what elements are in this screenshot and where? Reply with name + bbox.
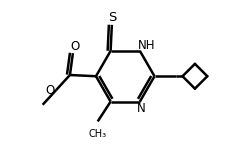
Text: NH: NH	[138, 39, 155, 52]
Text: N: N	[137, 102, 146, 115]
Text: O: O	[70, 40, 79, 54]
Text: S: S	[108, 11, 117, 24]
Text: O: O	[45, 84, 55, 97]
Text: CH₃: CH₃	[89, 129, 107, 139]
